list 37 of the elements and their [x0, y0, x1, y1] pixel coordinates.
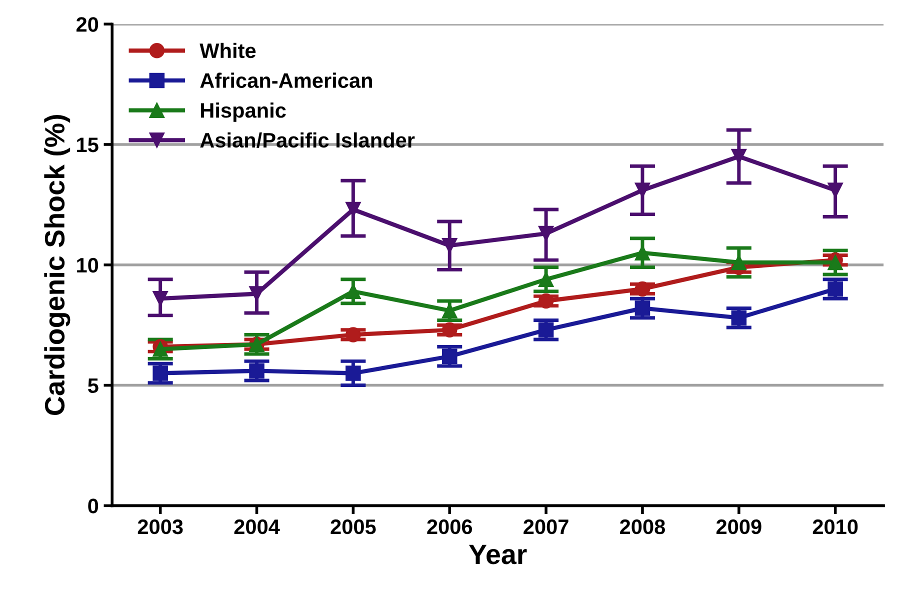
point — [634, 300, 650, 316]
point — [538, 322, 554, 338]
point — [442, 348, 458, 364]
x-axis-title: Year — [468, 544, 527, 564]
x-tick-label: 2010 — [812, 519, 858, 534]
legend-label: Hispanic — [201, 102, 286, 122]
legend-label: African-American — [200, 72, 372, 88]
legend-label: White — [200, 42, 256, 58]
point — [346, 366, 361, 381]
point — [442, 238, 458, 254]
x-tick-label: 2007 — [524, 519, 568, 534]
x-tick-label: 2005 — [330, 519, 376, 534]
point — [828, 281, 843, 297]
y-axis-title: Cardiogenic Shock (%) — [44, 114, 70, 415]
point — [442, 322, 458, 338]
point — [346, 327, 361, 342]
x-tick-label: 2009 — [716, 519, 762, 534]
legend-label: Asian/Pacific Islander — [200, 132, 415, 148]
point — [249, 286, 264, 302]
point — [152, 366, 168, 381]
y-tick-label: 20 — [76, 17, 98, 32]
point — [731, 310, 747, 326]
x-tick-label: 2003 — [138, 519, 183, 534]
point — [634, 281, 650, 297]
y-tick-label: 15 — [77, 138, 98, 152]
point — [828, 182, 843, 198]
x-tick-label: 2006 — [427, 519, 472, 534]
y-tick-label: 5 — [88, 378, 98, 394]
point — [634, 182, 650, 198]
point — [346, 284, 361, 300]
x-tick-label: 2008 — [620, 519, 666, 534]
point — [538, 293, 554, 309]
point — [249, 363, 264, 378]
y-tick-label: 10 — [77, 258, 98, 273]
y-tick-label: 0 — [88, 498, 98, 514]
point — [152, 290, 168, 306]
x-tick-label: 2004 — [234, 519, 280, 534]
